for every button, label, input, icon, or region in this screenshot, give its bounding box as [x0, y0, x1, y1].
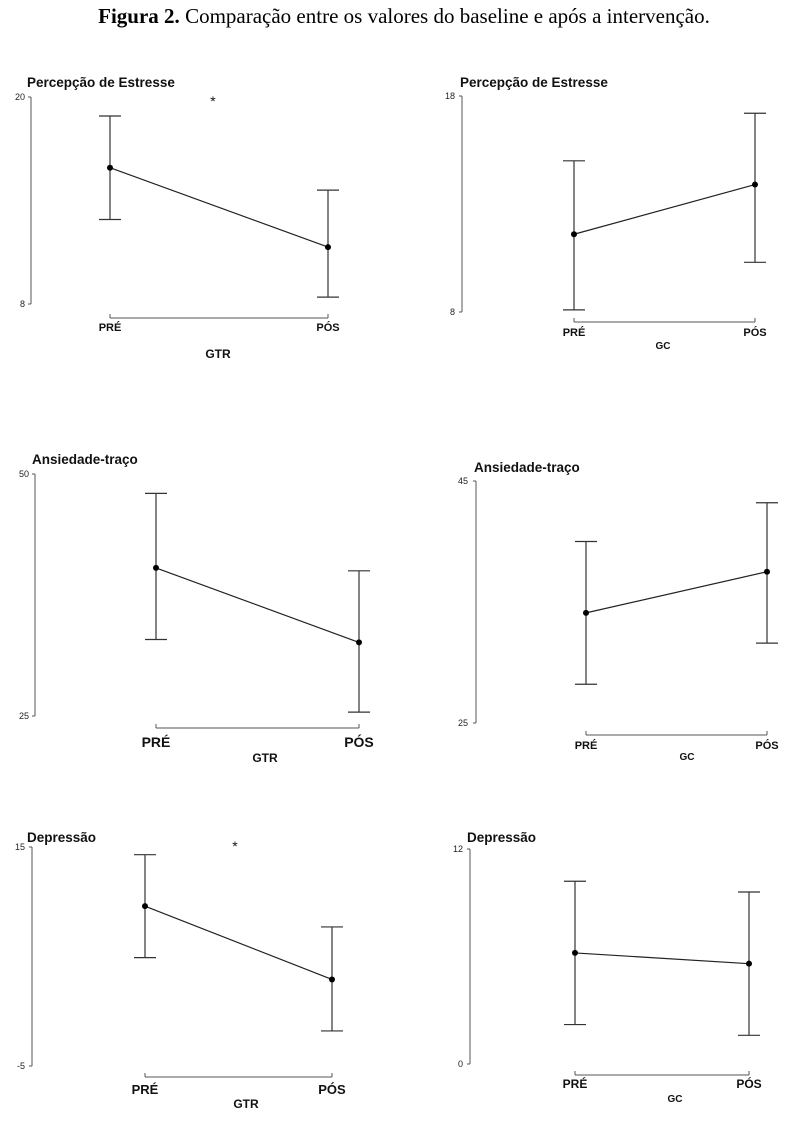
data-point: [153, 564, 159, 571]
series-line: [109, 167, 329, 248]
data-point: [107, 164, 113, 171]
x-axis-label: GTR: [252, 751, 278, 765]
x-category-label: PÓS: [743, 326, 766, 339]
chart-title: Depressão: [467, 830, 536, 845]
data-point: [356, 639, 362, 646]
data-point: [583, 609, 589, 616]
chart-panel-6: Depressão 12 0 PRÉ PÓS GC: [453, 830, 762, 1105]
significance-marker: *: [232, 838, 238, 854]
x-category-label: PRÉ: [132, 1082, 159, 1097]
figure-label: Figura 2.: [98, 4, 180, 28]
x-axis-label: GTR: [233, 1097, 259, 1111]
data-point: [571, 231, 577, 238]
series-line: [144, 905, 333, 981]
series-line: [155, 567, 360, 643]
chart-panel-2: Percepção de Estresse 18 8 PRÉ PÓS GC: [445, 75, 767, 352]
y-tick-label-top: 50: [19, 469, 29, 479]
x-axis-label: GTR: [205, 347, 231, 361]
x-category-label: PÓS: [316, 321, 339, 334]
y-tick-label-top: 20: [15, 92, 25, 102]
y-tick-label-bottom: 25: [19, 711, 29, 721]
data-point: [325, 244, 331, 251]
chart-title: Ansiedade-traço: [32, 452, 138, 467]
chart-title: Ansiedade-traço: [474, 460, 580, 475]
data-point: [329, 976, 335, 983]
data-point: [752, 181, 758, 188]
y-tick-label-top: 18: [445, 91, 455, 101]
y-tick-label-bottom: -5: [17, 1061, 25, 1071]
significance-marker: *: [210, 93, 216, 109]
series-line: [574, 952, 750, 965]
x-axis-label: GC: [656, 341, 671, 352]
x-category-label: PÓS: [736, 1076, 761, 1091]
x-axis-label: GC: [668, 1094, 683, 1105]
figure-text: Comparação entre os valores do baseline …: [179, 4, 710, 28]
y-tick-label-bottom: 8: [450, 307, 455, 317]
x-category-label: PÓS: [318, 1082, 346, 1097]
y-tick-label-top: 45: [458, 476, 468, 486]
y-tick-label-top: 12: [453, 844, 463, 854]
x-category-label: PÓS: [755, 739, 778, 752]
x-category-label: PRÉ: [563, 1076, 588, 1091]
chart-title: Percepção de Estresse: [27, 75, 175, 90]
chart-title: Percepção de Estresse: [460, 75, 608, 90]
data-point: [142, 903, 148, 910]
x-category-label: PÓS: [344, 733, 374, 750]
chart-panel-4: Ansiedade-traço 45 25 PRÉ PÓS GC: [458, 460, 779, 763]
data-point: [746, 960, 752, 967]
data-point: [572, 949, 578, 956]
figure-caption: Figura 2. Comparação entre os valores do…: [0, 4, 808, 29]
x-category-label: PRÉ: [142, 734, 171, 750]
y-tick-label-bottom: 0: [458, 1059, 463, 1069]
x-category-label: PRÉ: [563, 326, 586, 339]
x-axis-label: GC: [680, 752, 695, 763]
y-tick-label-bottom: 8: [20, 299, 25, 309]
series-line: [585, 571, 768, 614]
chart-title: Depressão: [27, 830, 96, 845]
data-point: [764, 568, 770, 575]
x-category-label: PRÉ: [99, 321, 122, 334]
y-tick-label-bottom: 25: [458, 718, 468, 728]
y-tick-label-top: 15: [15, 842, 25, 852]
series-line: [573, 183, 756, 235]
x-category-label: PRÉ: [575, 739, 598, 752]
